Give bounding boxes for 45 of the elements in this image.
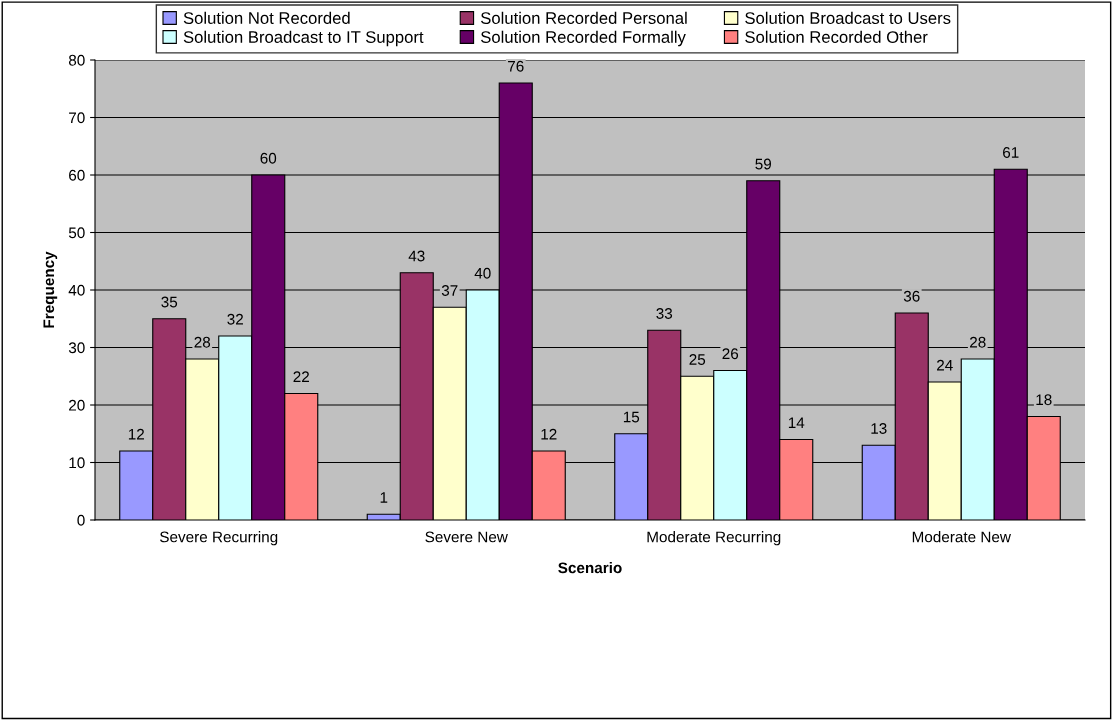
data-label: 12 [541,428,557,440]
data-label: 35 [161,296,178,308]
legend-label: Solution Recorded Other [745,30,928,43]
y-tick-label: 50 [68,227,85,239]
data-label: 37 [441,285,458,296]
data-label: 1 [380,492,388,503]
data-label: 12 [128,428,144,440]
data-label: 15 [623,411,640,423]
data-label: 33 [656,308,673,319]
data-label: 40 [474,267,491,279]
data-label: 14 [788,417,805,428]
legend-label: Solution Broadcast to Users [745,11,951,24]
y-axis-title: Frequency [43,251,58,328]
data-label: 60 [260,152,277,164]
data-label: 28 [970,336,986,348]
data-label: 59 [755,158,772,170]
y-tick-label: 0 [77,514,85,526]
data-label: 24 [937,359,953,371]
y-tick-label: 40 [68,284,85,296]
y-tick-label: 20 [69,399,85,411]
data-label: 43 [408,250,425,262]
data-label: 76 [508,60,524,72]
data-label: 26 [722,348,739,360]
y-tick-label: 70 [69,112,85,124]
legend-label: Solution Recorded Personal [480,11,687,24]
x-tick-label: Severe New [425,531,508,543]
y-tick-label: 10 [69,457,85,469]
data-label: 22 [293,371,309,382]
x-tick-label: Moderate New [912,531,1011,543]
legend-label: Solution Not Recorded [183,11,350,24]
data-label: 18 [1036,394,1052,406]
data-label: 61 [1003,147,1019,158]
legend-label: Solution Broadcast to IT Support [183,30,424,47]
y-tick-label: 60 [69,169,85,181]
x-tick-label: Moderate Recurring [647,531,781,546]
x-tick-label: Severe Recurring [160,531,278,546]
data-label: 25 [689,354,706,365]
legend-label: Solution Recorded Formally [480,30,686,47]
data-label: 28 [194,336,211,348]
y-tick-label: 30 [68,342,85,354]
x-axis-title: Scenario [558,562,622,574]
y-tick-label: 80 [68,54,85,66]
data-label: 13 [871,423,887,434]
data-label: 32 [227,313,243,325]
data-label: 36 [903,290,920,302]
